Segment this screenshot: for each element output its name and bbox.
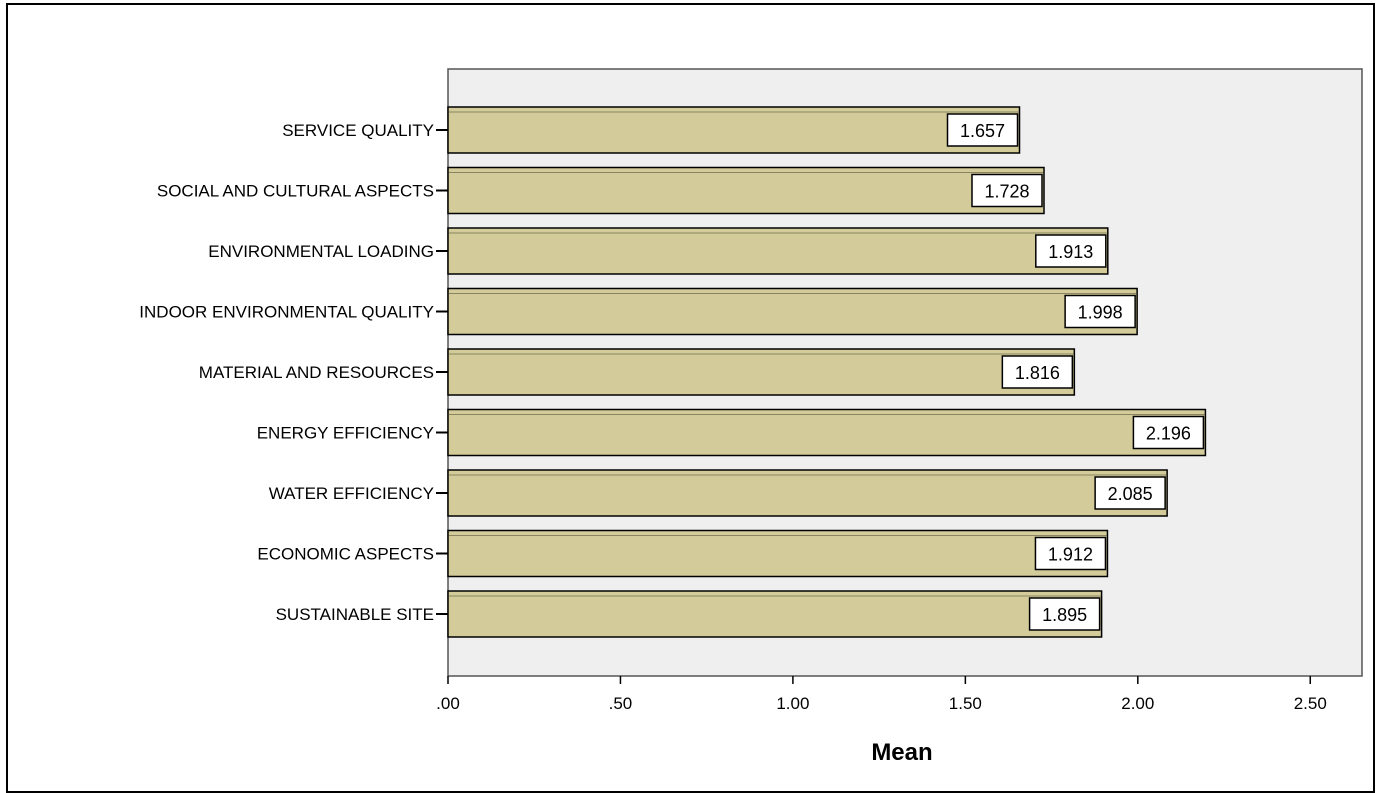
- category-label: ENVIRONMENTAL LOADING: [208, 242, 434, 261]
- data-label: 1.816: [1015, 363, 1060, 383]
- bar: [447, 590, 1103, 638]
- x-tick-label: 2.00: [1121, 694, 1154, 713]
- category-label: INDOOR ENVIRONMENTAL QUALITY: [139, 303, 434, 322]
- data-label: 1.912: [1048, 545, 1093, 565]
- data-label-box: [1034, 536, 1107, 571]
- data-label-box: [971, 173, 1043, 208]
- data-label-box: [1001, 355, 1074, 389]
- bar: [447, 529, 1109, 578]
- data-label-box: [1064, 294, 1136, 329]
- bar: [447, 227, 1109, 275]
- category-label: WATER EFFICIENCY: [269, 484, 434, 503]
- x-tick-label: 1.00: [776, 694, 809, 713]
- bar: [447, 469, 1168, 517]
- category-label: SOCIAL AND CULTURAL ASPECTS: [157, 182, 434, 201]
- data-label-box: [1094, 476, 1166, 510]
- category-label: SUSTAINABLE SITE: [276, 605, 434, 624]
- category-labels: SERVICE QUALITY SOCIAL AND CULTURAL ASPEC…: [139, 121, 448, 624]
- x-tick-label: .00: [436, 694, 460, 713]
- bar: [447, 287, 1138, 336]
- data-label: 2.196: [1146, 424, 1191, 444]
- x-tick-label: 1.50: [949, 694, 982, 713]
- data-label-box: [1132, 415, 1205, 450]
- data-label: 2.085: [1108, 484, 1153, 504]
- bar: [447, 106, 1021, 154]
- data-label: 1.657: [960, 121, 1005, 141]
- data-label: 1.728: [984, 182, 1029, 202]
- x-tick-label: .50: [609, 694, 633, 713]
- x-axis-title: Mean: [871, 739, 932, 766]
- category-label: ECONOMIC ASPECTS: [257, 545, 434, 564]
- data-label-box: [946, 113, 1019, 147]
- bars: 1.657 1.728 1.913 1.998 1.816 2.196 2.085 1.912…: [447, 106, 1207, 638]
- x-axis: .00 .50 1.00 1.50 2.00 2.50: [436, 676, 1327, 713]
- category-label: SERVICE QUALITY: [282, 121, 434, 140]
- data-label: 1.895: [1042, 605, 1087, 625]
- data-label: 1.913: [1048, 242, 1093, 262]
- data-label-box: [1035, 234, 1107, 268]
- bar: [447, 166, 1045, 215]
- bar: [447, 348, 1076, 396]
- x-tick-label: 2.50: [1294, 694, 1327, 713]
- data-label: 1.998: [1078, 303, 1123, 323]
- category-label: MATERIAL AND RESOURCES: [199, 363, 434, 382]
- bar: [447, 408, 1207, 457]
- data-label-box: [1028, 597, 1101, 631]
- category-label: ENERGY EFFICIENCY: [257, 424, 434, 443]
